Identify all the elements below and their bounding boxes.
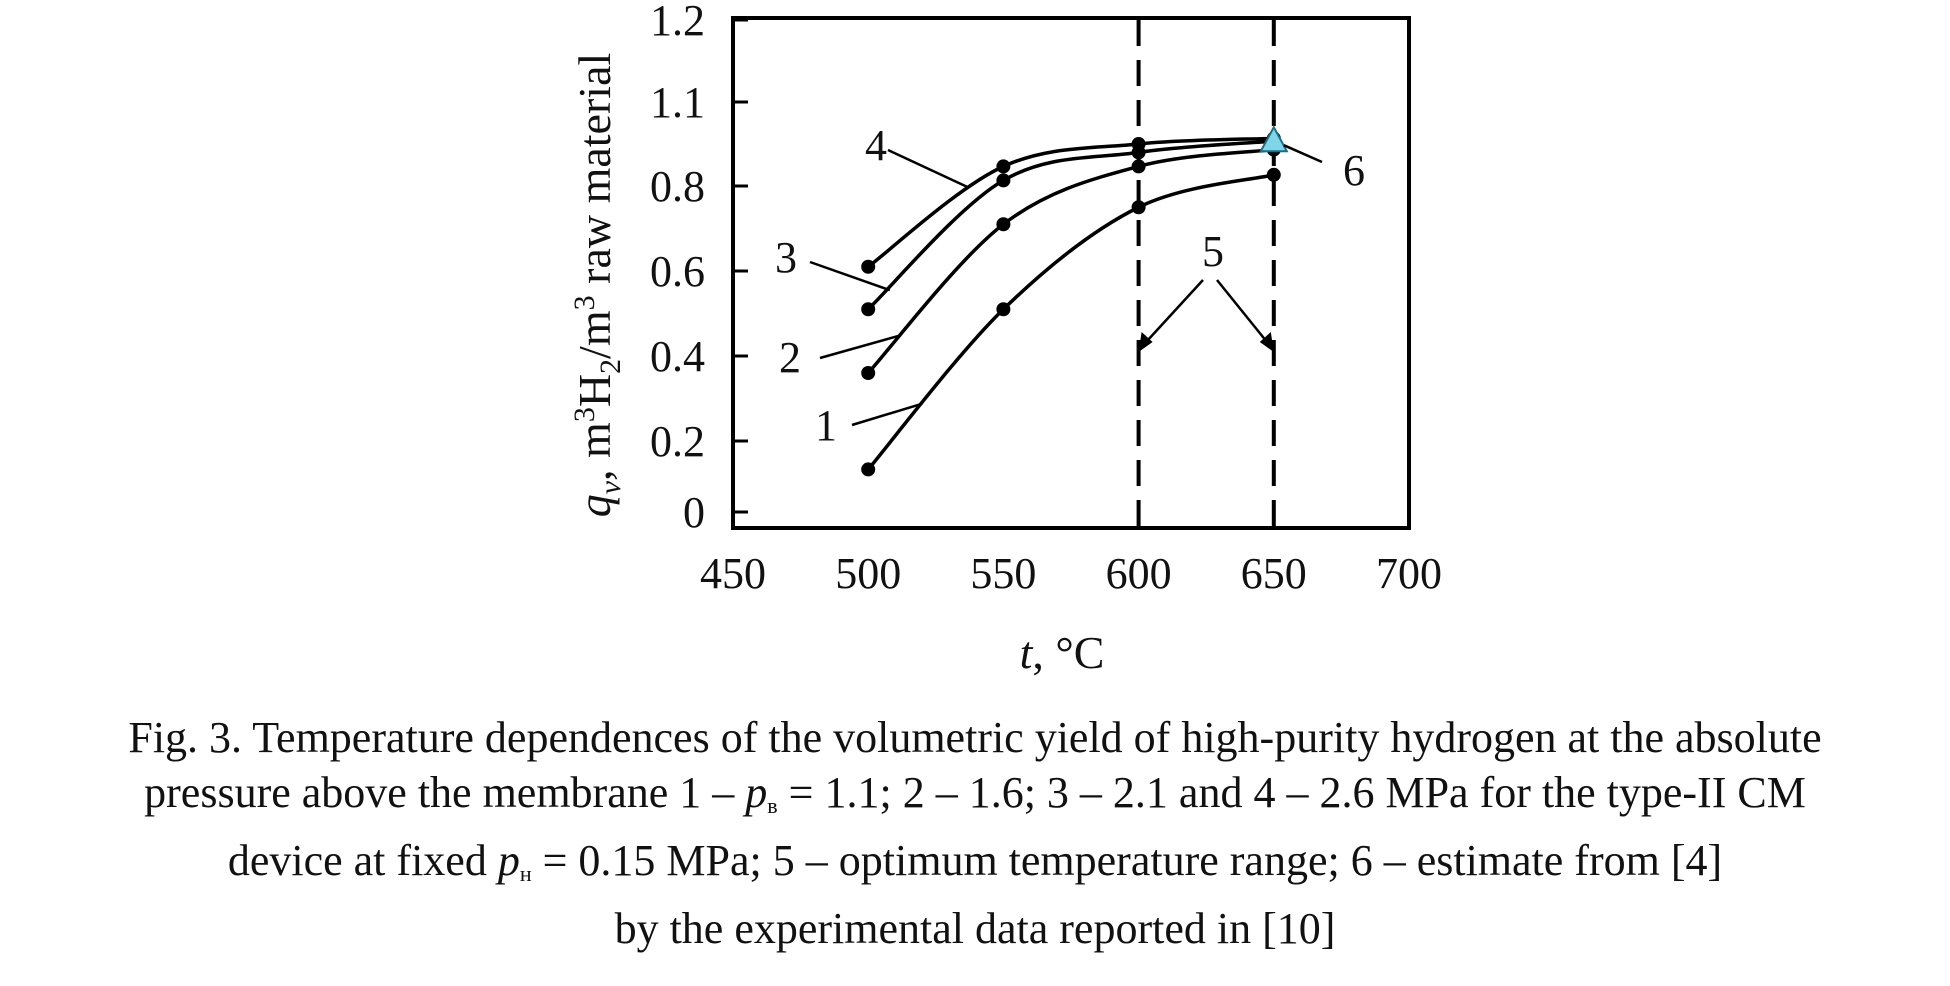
- series-3-point: [996, 173, 1011, 188]
- x-tick-label: 650: [1241, 549, 1307, 598]
- series-3-point: [861, 302, 876, 317]
- series-2-point: [1131, 159, 1146, 174]
- series-4-point: [996, 159, 1011, 174]
- curves: [866, 136, 1275, 471]
- estimate-marker-6: [1259, 125, 1289, 153]
- series-2-line: [866, 147, 1275, 375]
- x-tick-label: 500: [835, 549, 901, 598]
- caption-line-1: Fig. 3. Temperature dependences of the v…: [128, 713, 1822, 762]
- caption-line-4: by the experimental data reported in [10…: [614, 904, 1336, 953]
- annotation-5-arrow-left: [1139, 279, 1204, 349]
- series-1-line: [866, 173, 1275, 471]
- series-4-point: [1131, 137, 1146, 151]
- series-4-point: [861, 259, 876, 274]
- annotation-3-label: 3: [775, 233, 797, 282]
- series-3-line: [866, 139, 1274, 311]
- x-axis-label: t, °C: [1020, 627, 1105, 678]
- annotation-6-leader: [1283, 144, 1323, 164]
- x-tick-label: 450: [700, 549, 766, 598]
- x-tick-label: 700: [1376, 549, 1442, 598]
- y-tick-label: 1.2: [650, 0, 705, 45]
- annotation-2-label: 2: [779, 333, 801, 382]
- y-tick-label: 0.2: [650, 417, 705, 466]
- y-tick-label: 0: [683, 488, 705, 537]
- series-1-point: [861, 462, 876, 477]
- axes: [731, 16, 1411, 530]
- x-axis-symbol: t: [1020, 627, 1034, 678]
- x-ticks: 450 500 550 600 650 700: [700, 549, 1442, 598]
- annotation-5-label: 5: [1202, 227, 1224, 276]
- annotation-1-leader: [851, 402, 923, 427]
- series-1-point: [1266, 167, 1281, 182]
- y-tick-label: 1.1: [650, 78, 705, 127]
- series-2-point: [861, 366, 876, 380]
- series-1-point: [996, 302, 1011, 317]
- series-2-point: [996, 217, 1011, 232]
- annotation-5-arrowhead-left: [1138, 332, 1153, 352]
- annotation-6-label: 6: [1343, 146, 1365, 195]
- annotation-1-label: 1: [815, 401, 837, 450]
- caption-line-3: device at fixed pн = 0.15 MPa; 5 – optim…: [227, 836, 1723, 886]
- chart: 1.2 1.1 0.8 0.6 0.4 0.2 0 450 500 550 600 650 700 1…: [568, 0, 1442, 678]
- annotation-4-leader: [887, 148, 969, 189]
- plot-frame: [731, 16, 1411, 530]
- series-1-point: [1131, 200, 1146, 215]
- x-tick-label: 550: [970, 549, 1036, 598]
- optimum-range-lines: [1136, 20, 1276, 527]
- y-tick-label: 0.6: [650, 247, 705, 296]
- y-axis-label: qv, m3H2/m3 raw material: [568, 53, 627, 518]
- x-axis-unit: , °C: [1032, 627, 1104, 678]
- y-tick-label: 0.8: [650, 162, 705, 211]
- annotation-2-leader: [819, 334, 901, 360]
- curve-annotations: 12 3 4 5 6: [775, 121, 1365, 450]
- x-tick-label: 600: [1106, 549, 1172, 598]
- y-tick-label: 0.4: [650, 332, 705, 381]
- annotation-5-arrowhead-right: [1259, 332, 1274, 352]
- figure-caption: Fig. 3. Temperature dependences of the v…: [0, 710, 1950, 956]
- annotation-3-leader: [809, 260, 891, 292]
- y-ticks: 1.2 1.1 0.8 0.6 0.4 0.2 0: [650, 0, 748, 537]
- estimate-markers: [1259, 125, 1289, 153]
- annotation-5-arrow-right: [1216, 279, 1273, 349]
- annotation-4-label: 4: [865, 121, 887, 170]
- series-4-line: [867, 136, 1274, 269]
- caption-line-2: pressure above the membrane 1 – pв = 1.1…: [144, 768, 1806, 818]
